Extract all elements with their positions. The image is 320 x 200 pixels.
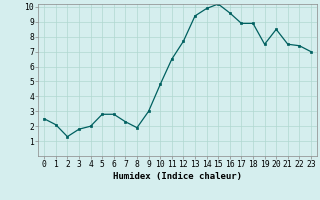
X-axis label: Humidex (Indice chaleur): Humidex (Indice chaleur) <box>113 172 242 181</box>
